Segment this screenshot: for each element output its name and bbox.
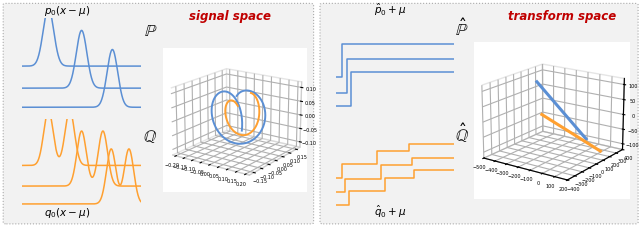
Text: $\mathbb{P}$: $\mathbb{P}$ <box>144 23 157 40</box>
Text: $\hat{q}_0 + \mu$: $\hat{q}_0 + \mu$ <box>374 204 406 220</box>
Text: $\hat{\mathbb{P}}$: $\hat{\mathbb{P}}$ <box>456 18 468 40</box>
Text: signal space: signal space <box>189 10 271 23</box>
Text: transform space: transform space <box>508 10 616 23</box>
Text: $\hat{p}_0 + \mu$: $\hat{p}_0 + \mu$ <box>374 1 406 18</box>
Text: $q_0(x-\mu)$: $q_0(x-\mu)$ <box>44 206 90 220</box>
Text: $p_0(x-\mu)$: $p_0(x-\mu)$ <box>44 4 90 18</box>
Text: $\hat{\mathbb{Q}}$: $\hat{\mathbb{Q}}$ <box>455 122 469 146</box>
Text: $\mathbb{Q}$: $\mathbb{Q}$ <box>143 129 157 146</box>
